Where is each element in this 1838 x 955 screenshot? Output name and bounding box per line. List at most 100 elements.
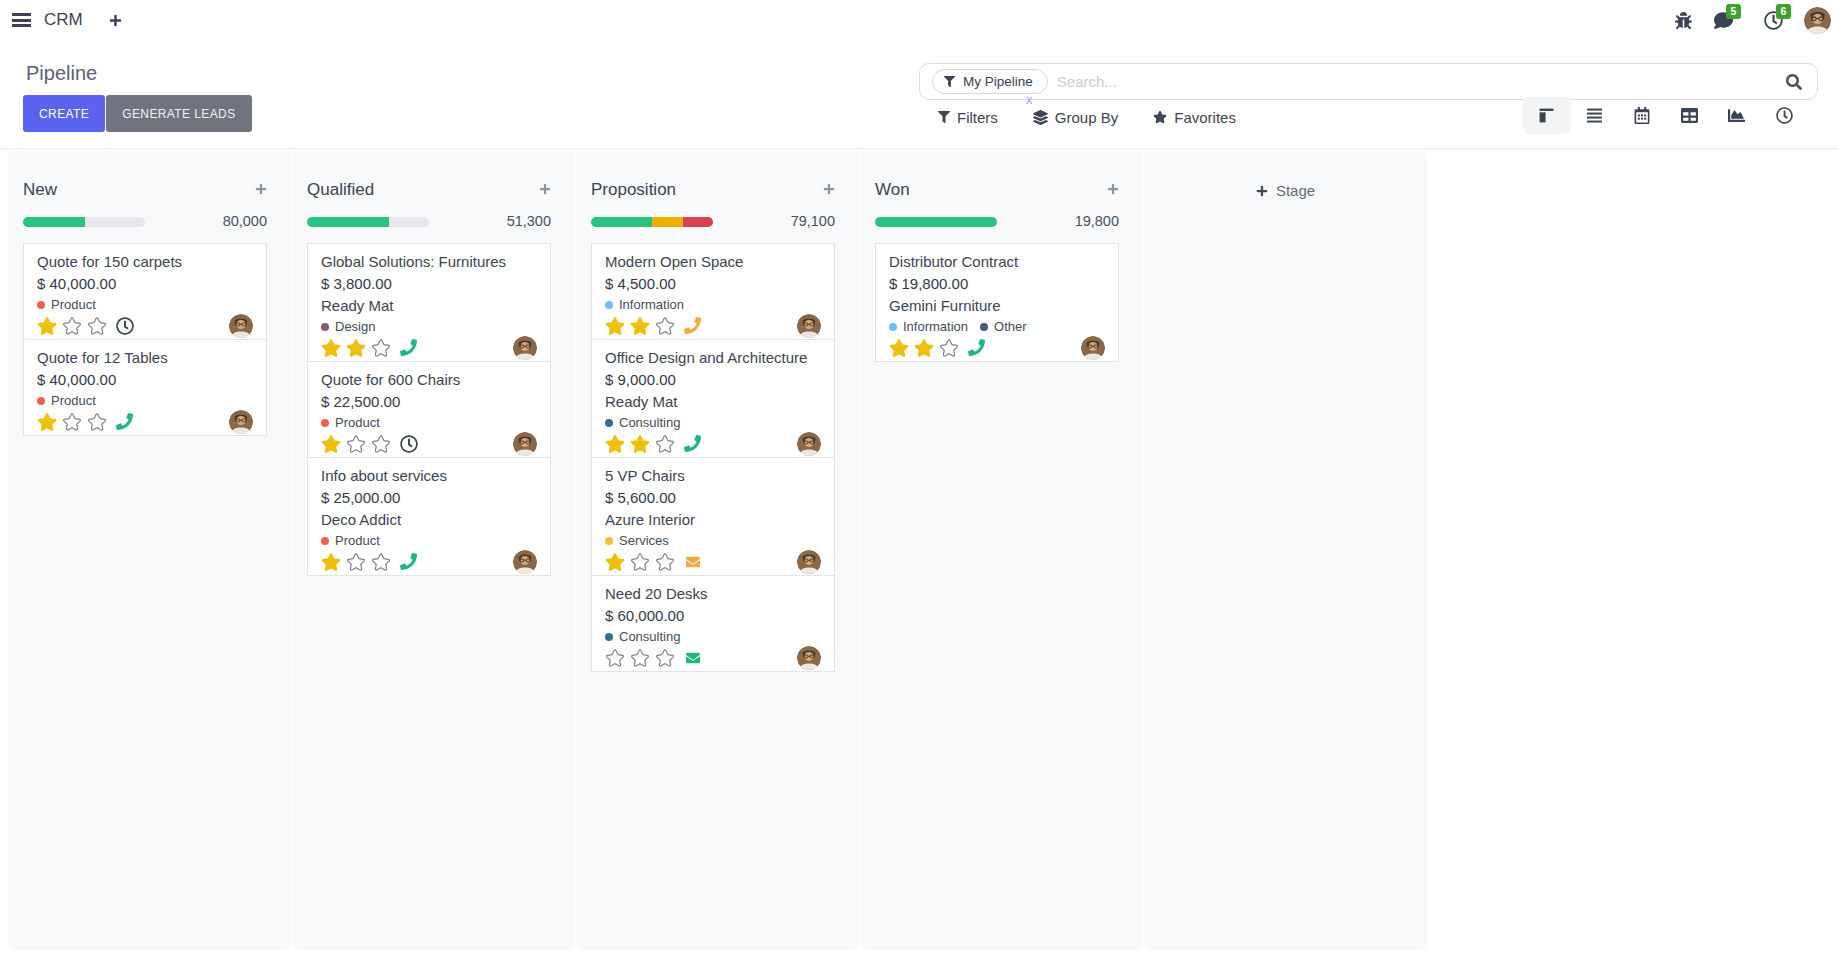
star-toggle[interactable] xyxy=(371,553,391,571)
activity-icon[interactable] xyxy=(968,339,985,356)
star-toggle[interactable] xyxy=(62,413,82,431)
column-progressbar[interactable] xyxy=(307,217,429,227)
activity-icon[interactable] xyxy=(400,339,417,356)
star-toggle[interactable] xyxy=(605,317,625,335)
kanban-card[interactable]: Quote for 600 Chairs $ 22,500.00Product xyxy=(307,361,551,458)
star-toggle[interactable] xyxy=(655,649,675,667)
view-activity-button[interactable] xyxy=(1761,97,1809,134)
star-toggle[interactable] xyxy=(605,649,625,667)
filter-funnel-icon xyxy=(944,76,955,87)
card-avatar[interactable] xyxy=(1081,336,1105,360)
progress-segment[interactable] xyxy=(307,217,389,227)
progress-segment[interactable] xyxy=(652,217,683,227)
star-toggle[interactable] xyxy=(321,435,341,453)
view-pivot-button[interactable] xyxy=(1666,97,1714,134)
star-toggle[interactable] xyxy=(87,317,107,335)
kanban-card[interactable]: Quote for 150 carpets $ 40,000.00Product xyxy=(23,243,267,340)
star-toggle[interactable] xyxy=(655,553,675,571)
column-progressbar[interactable] xyxy=(23,217,145,227)
group-by-menu[interactable]: Group By xyxy=(1033,109,1118,126)
activity-icon[interactable] xyxy=(684,651,702,665)
star-toggle[interactable] xyxy=(346,435,366,453)
filters-menu[interactable]: Filters xyxy=(938,109,998,126)
activity-icon[interactable] xyxy=(116,413,133,430)
star-toggle[interactable] xyxy=(889,339,909,357)
generate-leads-button[interactable]: GENERATE LEADS xyxy=(106,95,251,132)
kanban-card[interactable]: Office Design and Architecture $ 9,000.0… xyxy=(591,339,835,458)
progress-segment[interactable] xyxy=(875,217,997,227)
column-add-icon[interactable] xyxy=(1107,181,1119,199)
star-toggle[interactable] xyxy=(87,413,107,431)
column-add-icon[interactable] xyxy=(823,181,835,199)
view-calendar-button[interactable] xyxy=(1618,97,1666,134)
card-avatar[interactable] xyxy=(797,432,821,456)
star-toggle[interactable] xyxy=(321,553,341,571)
activity-icon[interactable] xyxy=(684,435,701,452)
apps-menu-icon[interactable] xyxy=(12,13,31,27)
star-toggle[interactable] xyxy=(62,317,82,335)
debug-bug-icon[interactable] xyxy=(1675,12,1692,29)
search-bar[interactable]: My Pipeline Search... xyxy=(919,63,1818,100)
activity-icon[interactable] xyxy=(684,317,701,334)
star-toggle[interactable] xyxy=(630,553,650,571)
star-toggle[interactable] xyxy=(605,435,625,453)
star-toggle[interactable] xyxy=(37,413,57,431)
activity-icon[interactable] xyxy=(116,317,134,335)
activity-icon[interactable] xyxy=(400,553,417,570)
kanban-card[interactable]: Info about services $ 25,000.00Deco Addi… xyxy=(307,457,551,576)
search-placeholder[interactable]: Search... xyxy=(1057,73,1117,90)
column-add-icon[interactable] xyxy=(255,181,267,199)
card-avatar[interactable] xyxy=(797,314,821,338)
search-facet[interactable]: My Pipeline xyxy=(932,69,1048,94)
star-toggle[interactable] xyxy=(939,339,959,357)
card-avatar[interactable] xyxy=(513,432,537,456)
card-avatar[interactable] xyxy=(513,550,537,574)
messages-icon[interactable]: 5 xyxy=(1714,11,1733,30)
facet-remove-icon[interactable]: x xyxy=(1026,93,1032,107)
kanban-card[interactable]: Distributor Contract $ 19,800.00Gemini F… xyxy=(875,243,1119,362)
card-avatar[interactable] xyxy=(229,410,253,434)
app-title[interactable]: CRM xyxy=(44,10,83,30)
progress-segment[interactable] xyxy=(23,217,85,227)
column-progressbar[interactable] xyxy=(591,217,713,227)
add-stage-column[interactable]: Stage xyxy=(1144,151,1427,950)
view-graph-button[interactable] xyxy=(1713,97,1761,134)
activities-icon[interactable]: 6 xyxy=(1764,11,1783,30)
kanban-card[interactable]: Need 20 Desks $ 60,000.00Consulting xyxy=(591,575,835,672)
star-toggle[interactable] xyxy=(346,339,366,357)
favorites-menu[interactable]: Favorites xyxy=(1153,109,1236,126)
activity-icon[interactable] xyxy=(684,555,702,569)
star-toggle[interactable] xyxy=(655,317,675,335)
add-stage-button[interactable]: Stage xyxy=(1256,182,1315,199)
star-toggle[interactable] xyxy=(37,317,57,335)
progress-segment[interactable] xyxy=(591,217,652,227)
card-avatar[interactable] xyxy=(797,550,821,574)
create-button[interactable]: CREATE xyxy=(23,95,105,132)
card-avatar[interactable] xyxy=(797,646,821,670)
star-toggle[interactable] xyxy=(605,553,625,571)
nav-plus-icon[interactable] xyxy=(109,14,122,27)
view-list-button[interactable] xyxy=(1571,97,1619,134)
column-add-icon[interactable] xyxy=(539,181,551,199)
star-toggle[interactable] xyxy=(630,317,650,335)
kanban-card[interactable]: 5 VP Chairs $ 5,600.00Azure InteriorServ… xyxy=(591,457,835,576)
star-toggle[interactable] xyxy=(371,435,391,453)
view-kanban-button[interactable] xyxy=(1523,97,1571,134)
star-toggle[interactable] xyxy=(371,339,391,357)
star-toggle[interactable] xyxy=(914,339,934,357)
card-avatar[interactable] xyxy=(513,336,537,360)
kanban-card[interactable]: Modern Open Space $ 4,500.00Information xyxy=(591,243,835,340)
star-toggle[interactable] xyxy=(346,553,366,571)
card-avatar[interactable] xyxy=(229,314,253,338)
star-toggle[interactable] xyxy=(630,435,650,453)
kanban-card[interactable]: Quote for 12 Tables $ 40,000.00Product xyxy=(23,339,267,436)
search-icon[interactable] xyxy=(1786,74,1802,90)
user-avatar[interactable] xyxy=(1804,7,1831,34)
progress-segment[interactable] xyxy=(683,217,714,227)
activity-icon[interactable] xyxy=(400,435,418,453)
column-progressbar[interactable] xyxy=(875,217,997,227)
kanban-card[interactable]: Global Solutions: Furnitures $ 3,800.00R… xyxy=(307,243,551,362)
star-toggle[interactable] xyxy=(321,339,341,357)
star-toggle[interactable] xyxy=(655,435,675,453)
star-toggle[interactable] xyxy=(630,649,650,667)
